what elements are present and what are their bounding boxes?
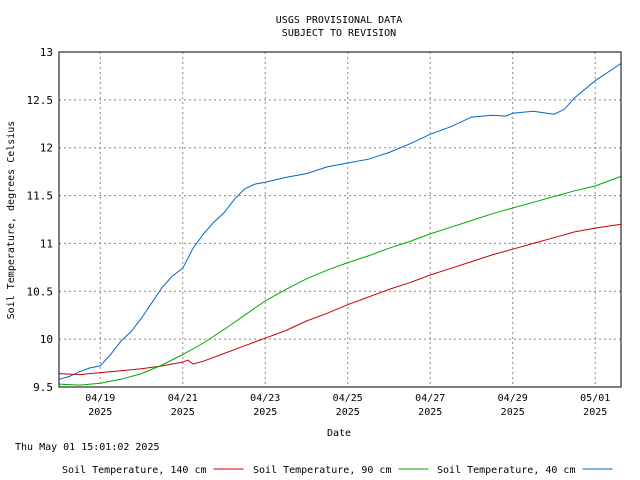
series-line-0 xyxy=(58,223,622,376)
x-tick-year-label: 2025 xyxy=(501,407,525,418)
x-tick-year-label: 2025 xyxy=(418,407,442,418)
x-tick-label: 04/29 xyxy=(498,393,528,404)
plot-frame xyxy=(58,51,622,388)
x-tick-year-label: 2025 xyxy=(88,407,112,418)
x-tick-year-label: 2025 xyxy=(253,407,277,418)
chart-title: USGS PROVISIONAL DATA xyxy=(276,15,402,26)
x-tick-year-label: 2025 xyxy=(171,407,195,418)
y-axis-label: Soil Temperature, degrees Celsius xyxy=(6,121,17,320)
legend-label-1: Soil Temperature, 90 cm xyxy=(253,465,391,476)
x-tick-label: 04/21 xyxy=(168,393,198,404)
legend-label-2: Soil Temperature, 40 cm xyxy=(437,465,575,476)
series-group xyxy=(58,63,622,386)
x-axis-ticks: 04/19 2025 04/21 2025 04/23 2025 04/25 2025 04/2… xyxy=(85,393,610,418)
y-tick-label: 10.5 xyxy=(27,285,54,298)
x-tick-label: 04/19 xyxy=(85,393,115,404)
x-tick-label: 05/01 xyxy=(580,393,610,404)
chart-subtitle: SUBJECT TO REVISION xyxy=(282,28,396,39)
grid xyxy=(59,52,621,387)
legend: Soil Temperature, 140 cm Soil Temperature… xyxy=(62,465,613,476)
y-tick-label: 12.5 xyxy=(27,94,54,107)
timestamp: Thu May 01 15:01:02 2025 xyxy=(15,442,160,453)
series-line-2 xyxy=(58,63,622,380)
x-tick-year-label: 2025 xyxy=(336,407,360,418)
x-tick-label: 04/25 xyxy=(333,393,363,404)
x-tick-label: 04/27 xyxy=(415,393,445,404)
y-tick-label: 11 xyxy=(40,237,53,250)
y-tick-label: 9.5 xyxy=(33,381,53,394)
legend-label-0: Soil Temperature, 140 cm xyxy=(62,465,207,476)
y-tick-label: 11.5 xyxy=(27,190,54,203)
x-tick-year-label: 2025 xyxy=(583,407,607,418)
y-tick-label: 12 xyxy=(40,142,53,155)
y-tick-label: 10 xyxy=(40,333,53,346)
y-tick-label: 13 xyxy=(40,46,53,59)
x-tick-label: 04/23 xyxy=(250,393,280,404)
series-line-1 xyxy=(58,175,622,386)
y-axis-ticks: 9.5 10 10.5 11 11.5 12 12.5 13 xyxy=(27,46,54,394)
x-axis-label: Date xyxy=(327,428,351,439)
